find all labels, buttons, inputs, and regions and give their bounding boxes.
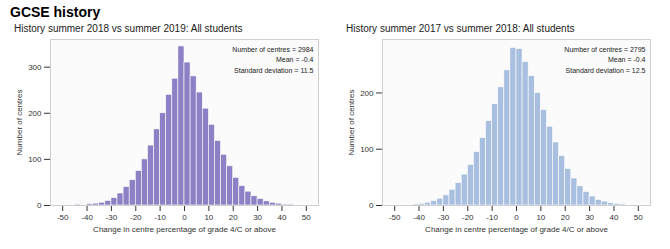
svg-text:20: 20 (229, 213, 238, 222)
svg-text:Change in centre percentage of: Change in centre percentage of grade 4/C… (425, 225, 608, 234)
svg-text:0: 0 (514, 213, 519, 222)
html-text:GCSE history: GCSE history (10, 4, 101, 20)
html-text:History summer 2017 vs summer: History summer 2017 vs summer 2018: All … (346, 23, 575, 34)
svg-text:10: 10 (204, 213, 213, 222)
svg-text:30: 30 (585, 213, 594, 222)
svg-text:Number of centres = 2984Mean =: Number of centres = 2984Mean = -0.4Stand… (232, 46, 313, 74)
svg-text:0: 0 (182, 213, 187, 222)
svg-text:-10: -10 (486, 213, 498, 222)
svg-text:50: 50 (634, 213, 643, 222)
svg-text:-40: -40 (413, 213, 425, 222)
svg-text:-50: -50 (57, 213, 69, 222)
svg-text:Number of centres: Number of centres (347, 90, 356, 156)
svg-text:-50: -50 (389, 213, 401, 222)
svg-text:10: 10 (536, 213, 545, 222)
svg-text:-10: -10 (154, 213, 166, 222)
svg-text:-20: -20 (462, 213, 474, 222)
svg-text:100: 100 (28, 155, 42, 164)
svg-text:Change in centre percentage of: Change in centre percentage of grade 4/C… (93, 225, 276, 234)
svg-text:20: 20 (561, 213, 570, 222)
svg-text:200: 200 (28, 109, 42, 118)
svg-text:30: 30 (253, 213, 262, 222)
svg-text:Number of centres: Number of centres (15, 90, 24, 156)
svg-text:-30: -30 (106, 213, 118, 222)
svg-text:-30: -30 (438, 213, 450, 222)
svg-text:0: 0 (369, 201, 374, 210)
html-text:History summer 2018 vs summer: History summer 2018 vs summer 2019: All … (14, 23, 243, 34)
svg-text:50: 50 (302, 213, 311, 222)
svg-text:0: 0 (37, 201, 42, 210)
svg-text:-40: -40 (81, 213, 93, 222)
svg-text:-20: -20 (130, 213, 142, 222)
svg-text:100: 100 (360, 145, 374, 154)
svg-text:Number of centres = 2795Mean =: Number of centres = 2795Mean = -0.4Stand… (564, 46, 645, 74)
svg-text:200: 200 (360, 89, 374, 98)
svg-text:40: 40 (278, 213, 287, 222)
svg-text:40: 40 (610, 213, 619, 222)
svg-text:300: 300 (28, 63, 42, 72)
